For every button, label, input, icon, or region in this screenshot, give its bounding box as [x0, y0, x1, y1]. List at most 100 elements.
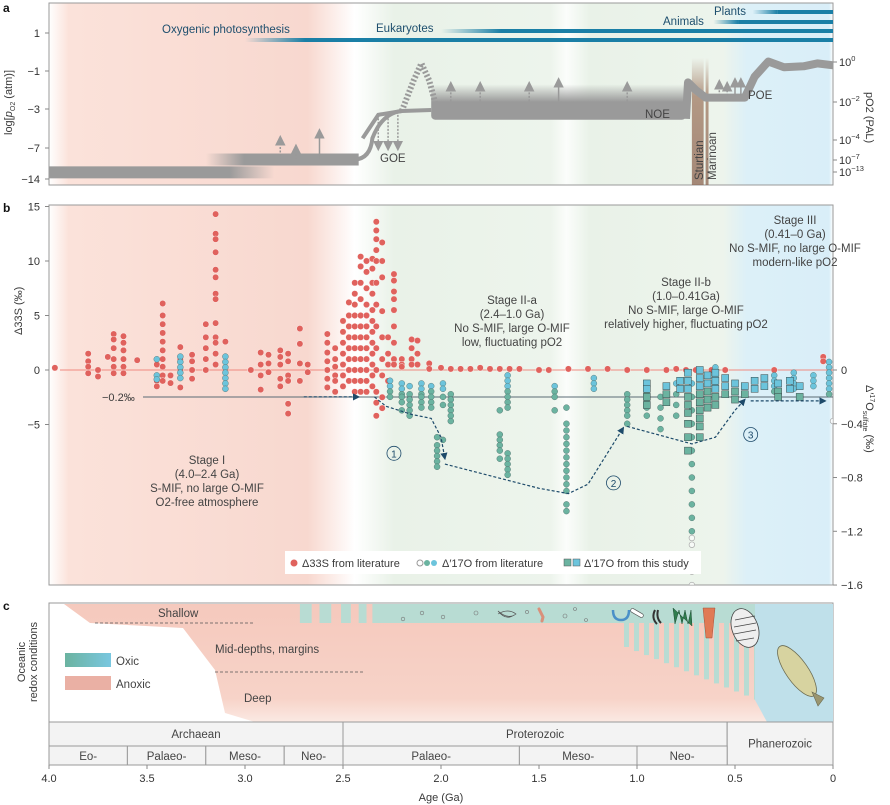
d33s-point [323, 330, 331, 338]
d17o-literature-point [433, 434, 441, 441]
d17o-literature-point [563, 434, 570, 441]
d17o-literature-point [177, 353, 184, 360]
d33s-point [221, 338, 229, 346]
d17o-this-study-point [731, 395, 739, 404]
d17o-literature-point [406, 390, 413, 398]
oxic-stripe [744, 622, 749, 696]
d17o-literature-point [177, 374, 184, 382]
d17o-this-study-point [684, 401, 692, 409]
d33s-point [323, 384, 331, 391]
d33s-point [457, 365, 464, 373]
d33s-point [159, 338, 167, 346]
legend-marker-blue [431, 560, 437, 566]
d17o-this-study-point [695, 433, 704, 441]
d17o-literature-point [504, 388, 511, 395]
d33s-point [339, 382, 347, 390]
d17o-literature-point [406, 396, 413, 403]
label-sturtian: Sturtian [694, 140, 706, 180]
d33s-point [339, 361, 347, 368]
d17o-literature-point [504, 382, 511, 390]
d17o-literature-point [657, 425, 664, 433]
d17o-literature-point [447, 401, 454, 409]
d33s-point [188, 357, 196, 365]
d33s-point [378, 393, 386, 401]
d33s-point [323, 375, 331, 383]
tick-label: −0.4 [841, 419, 863, 431]
d33s-point [378, 239, 386, 246]
trend-marker-label: 3 [748, 431, 754, 442]
x-tick-label: 0 [830, 773, 836, 785]
d33s-point [351, 322, 359, 330]
d17o-literature-point [439, 401, 447, 409]
d33s-point [368, 372, 376, 379]
d33s-point [212, 319, 220, 327]
d33s-point [176, 343, 184, 351]
d33s-point [584, 365, 592, 373]
d33s-point [357, 344, 365, 352]
d33s-point [351, 344, 359, 352]
x-tick-label: 2.5 [335, 773, 350, 785]
x-tick-label: 1.0 [629, 773, 644, 785]
d33s-point [351, 301, 359, 308]
d33s-point [357, 333, 365, 341]
d33s-point [284, 377, 292, 385]
d33s-point [372, 246, 380, 254]
d33s-point [339, 317, 347, 325]
d17o-literature-point [504, 377, 511, 384]
era-cell [636, 745, 728, 766]
d33s-point [351, 355, 359, 363]
d33s-point [110, 344, 118, 352]
tick-label: −1.2 [841, 526, 863, 538]
microfossil-icon [573, 607, 577, 611]
d17o-literature-point [504, 471, 511, 479]
d17o-this-study-point [684, 420, 692, 428]
d17o-this-study-point [711, 377, 720, 385]
glaciation-sturtian [691, 58, 704, 185]
stage-2a-annotation: Stage II-a (2.4–1.0 Ga) No S-MIF, large … [454, 295, 570, 349]
d17o-literature-point [386, 382, 394, 390]
d17o-literature-point [398, 393, 405, 401]
d33s-point [372, 257, 380, 265]
d33s-point [378, 273, 386, 281]
oxic-stripe [674, 622, 679, 668]
svg-text:S-MIF, no large O-MIF: S-MIF, no large O-MIF [150, 483, 264, 495]
d33s-point [357, 377, 365, 385]
tube-fossil-icon [630, 608, 644, 618]
d17o-this-study-point [795, 393, 804, 401]
d33s-point [153, 382, 161, 390]
d17o-literature-point [222, 369, 229, 376]
d17o-literature-point [563, 460, 570, 468]
oxic-stripe [664, 622, 669, 664]
tick-label: 10−4 [839, 132, 860, 147]
svg-text:Stage II-b: Stage II-b [661, 277, 711, 289]
d17o-this-study-point [774, 379, 782, 388]
era-label: Meso- [229, 751, 261, 763]
d33s-point [357, 312, 365, 319]
d17o-this-study-point [711, 393, 720, 401]
d17o-this-study-point [684, 393, 692, 401]
d17o-literature-point [688, 474, 696, 481]
d33s-point [120, 332, 127, 340]
d33s-point [414, 350, 421, 358]
d33s-point [368, 306, 376, 314]
d33s-point [167, 379, 174, 387]
d17o-this-study-point [703, 371, 712, 380]
legend-marker-green [424, 560, 430, 566]
d33s-point [167, 372, 174, 379]
d33s-point [276, 375, 284, 383]
d17o-literature-point [447, 407, 454, 414]
d33s-point [357, 263, 365, 270]
d17o-this-study-point [703, 379, 712, 388]
svg-text:Stage I: Stage I [189, 455, 225, 467]
d17o-literature-point [563, 404, 570, 411]
d17o-literature-point [153, 376, 161, 383]
d33s-point [345, 344, 353, 352]
d17o-this-study-point [676, 377, 684, 385]
trilobite-segments-icon [733, 615, 757, 642]
acritarch-icon [537, 607, 545, 623]
d17o-literature-point [563, 454, 570, 461]
label-oxygenic-photosynthesis: Oxygenic photosynthesis [162, 24, 290, 36]
d33s-point [357, 295, 365, 303]
d17o-this-study-point [684, 385, 692, 393]
d17o-literature-point [563, 501, 570, 508]
